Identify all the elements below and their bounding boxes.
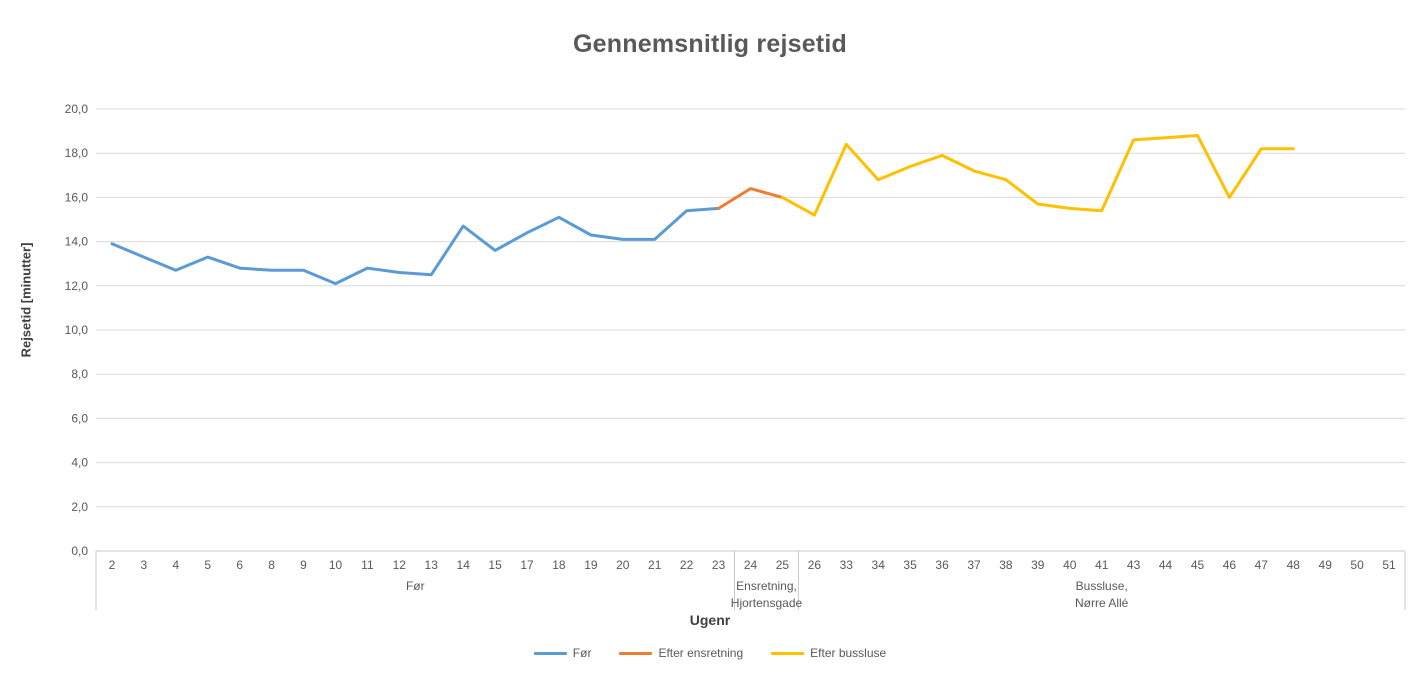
x-tick-label: 13 [425, 558, 439, 572]
chart-title: Gennemsnitlig rejsetid [573, 30, 847, 58]
legend-swatch [533, 651, 567, 655]
x-tick-label: 11 [361, 558, 374, 572]
x-tick-label: 12 [393, 558, 407, 572]
x-tick-label: 14 [457, 558, 471, 572]
x-axis-title: Ugenr [689, 612, 731, 628]
y-tick-label: 18,0 [65, 146, 89, 160]
legend-swatch [619, 651, 653, 655]
series-før-line[interactable] [110, 206, 721, 286]
x-tick-label: 36 [935, 558, 949, 572]
x-tick-label: 8 [268, 558, 275, 572]
legend-swatch [771, 651, 805, 655]
legend-item-label: Før [572, 646, 592, 660]
category-group-label: Ensretning, [736, 579, 797, 593]
x-tick-label: 25 [776, 558, 790, 572]
x-tick-label: 39 [1031, 558, 1045, 572]
x-tick-label: 4 [172, 558, 179, 572]
category-group-label: Nørre Allé [1075, 596, 1129, 610]
y-tick-label: 20,0 [65, 102, 89, 116]
y-tick-label: 16,0 [65, 190, 89, 204]
y-tick-label: 2,0 [71, 500, 88, 514]
x-tick-label: 45 [1191, 558, 1205, 572]
y-tick-label: 12,0 [65, 279, 89, 293]
x-tick-label: 37 [967, 558, 981, 572]
x-tick-label: 47 [1255, 558, 1269, 572]
legend: Før Efter ensretning Efter bussluse [0, 646, 1420, 660]
category-group-label: Bussluse, [1076, 579, 1128, 593]
x-tick-label: 9 [300, 558, 307, 572]
series-efter-bussluse-line[interactable] [780, 134, 1295, 217]
x-tick-label: 46 [1223, 558, 1237, 572]
x-tick-label: 3 [141, 558, 148, 572]
x-tick-label: 48 [1287, 558, 1301, 572]
x-tick-label: 43 [1127, 558, 1141, 572]
y-tick-label: 14,0 [65, 235, 89, 249]
x-tick-label: 20 [616, 558, 630, 572]
legend-item-efter-bussluse[interactable]: Efter bussluse [771, 646, 886, 660]
legend-item-label: Efter ensretning [658, 646, 744, 660]
x-tick-label: 50 [1350, 558, 1364, 572]
x-tick-label: 23 [712, 558, 726, 572]
series-efter-ensretning-line[interactable] [717, 187, 784, 210]
x-tick-label: 44 [1159, 558, 1173, 572]
y-tick-label: 10,0 [65, 323, 89, 337]
x-tick-label: 26 [808, 558, 822, 572]
x-tick-label: 18 [552, 558, 566, 572]
x-tick-label: 49 [1319, 558, 1333, 572]
x-tick-label: 33 [840, 558, 854, 572]
legend-item-efter-ensretning[interactable]: Efter ensretning [619, 646, 743, 660]
y-tick-label: 4,0 [71, 456, 88, 470]
x-tick-label: 6 [236, 558, 243, 572]
x-tick-label: 22 [680, 558, 694, 572]
legend-item-før[interactable]: Før [533, 646, 592, 660]
x-tick-label: 2 [109, 558, 116, 572]
x-tick-label: 35 [903, 558, 917, 572]
x-tick-label: 17 [520, 558, 534, 572]
x-tick-label: 5 [204, 558, 211, 572]
x-tick-label: 24 [744, 558, 758, 572]
x-tick-label: 15 [488, 558, 502, 572]
y-tick-label: 0,0 [71, 544, 88, 558]
x-tick-label: 19 [584, 558, 598, 572]
category-group-label: Før [406, 579, 425, 593]
x-tick-label: 41 [1095, 558, 1109, 572]
y-tick-label: 6,0 [71, 411, 88, 425]
x-tick-label: 21 [648, 558, 662, 572]
category-group-label: Hjortensgade [731, 596, 803, 610]
legend-item-label: Efter bussluse [810, 646, 887, 660]
y-tick-label: 8,0 [71, 367, 88, 381]
x-tick-label: 10 [329, 558, 343, 572]
x-tick-label: 34 [872, 558, 886, 572]
x-tick-label: 51 [1382, 558, 1396, 572]
x-tick-label: 40 [1063, 558, 1077, 572]
x-tick-label: 38 [999, 558, 1013, 572]
